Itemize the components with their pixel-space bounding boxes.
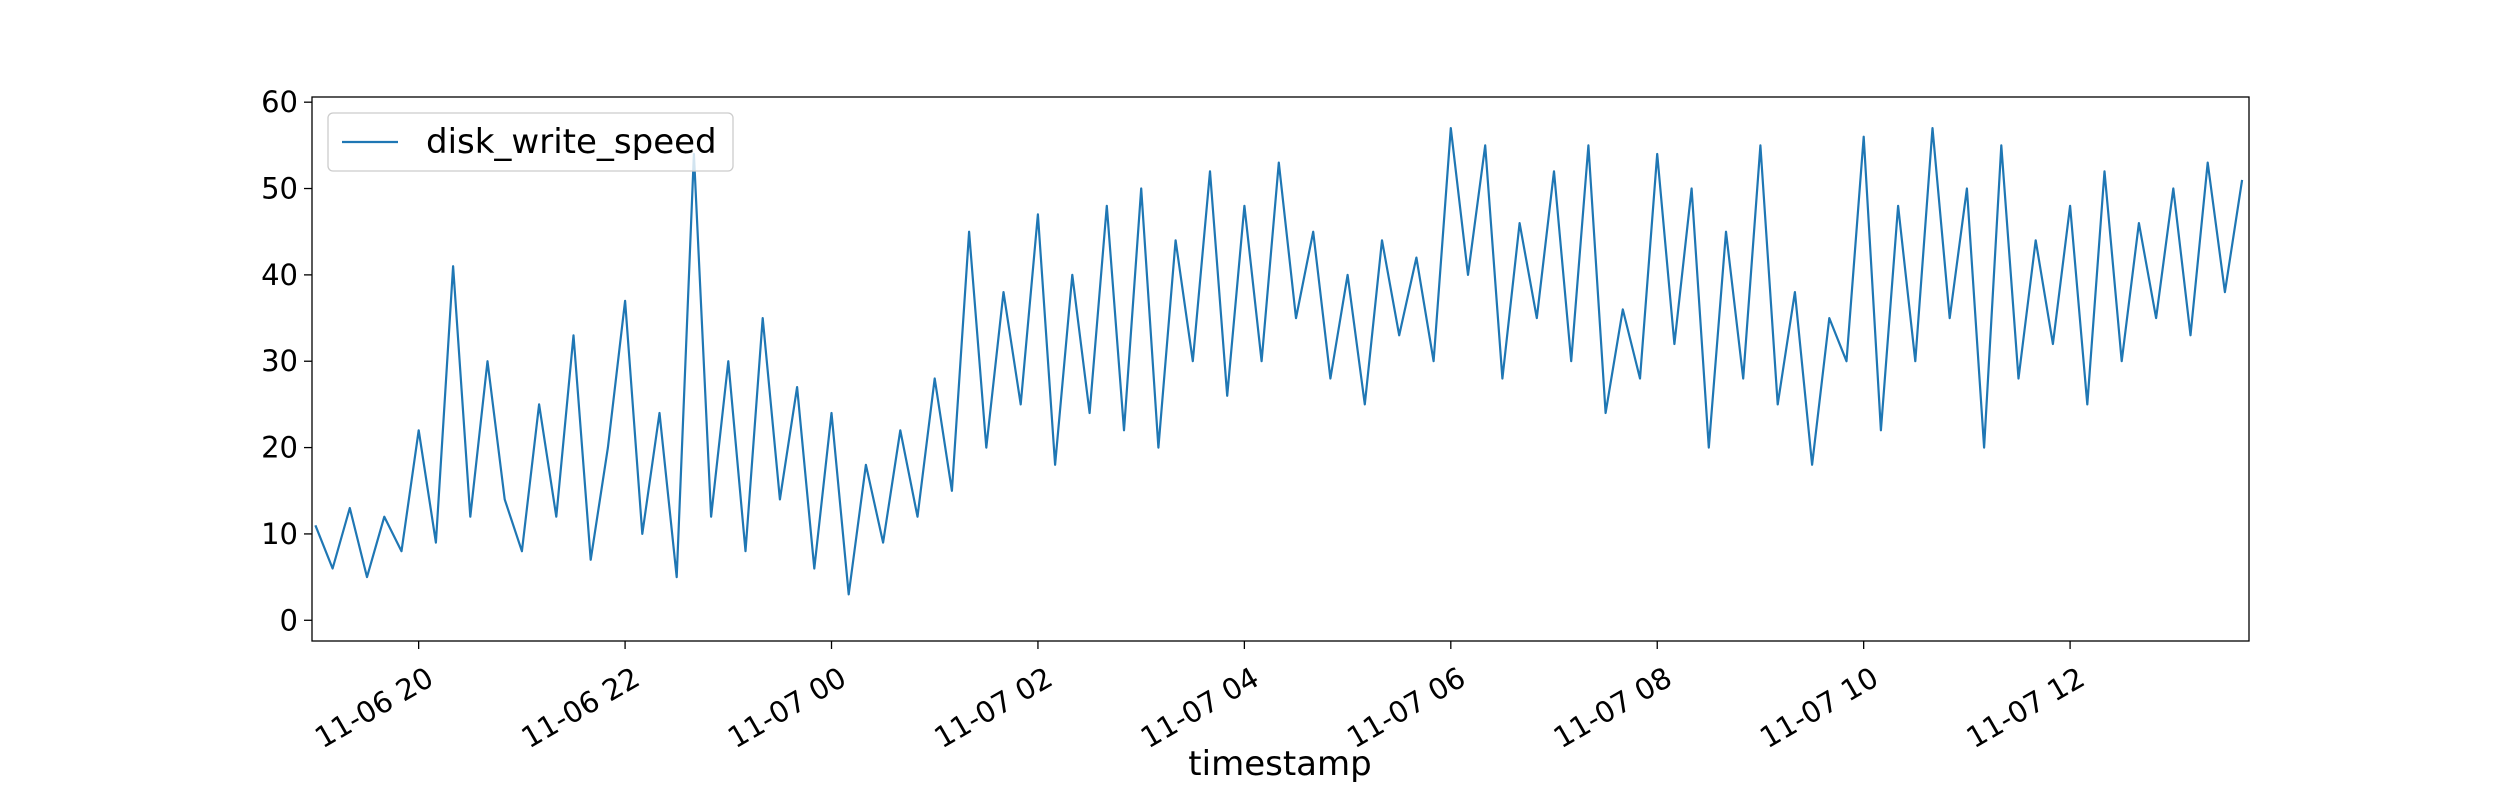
data-line <box>314 127 2244 596</box>
y-tick-label: 50 <box>261 172 298 206</box>
y-tick-label: 0 <box>280 603 298 637</box>
legend-label: disk_write_speed <box>426 122 717 162</box>
y-tick-label: 40 <box>261 258 298 292</box>
legend-box <box>327 112 734 172</box>
y-tick-label: 10 <box>261 517 298 551</box>
y-tick-label: 30 <box>261 344 298 378</box>
y-tick-label: 20 <box>261 431 298 465</box>
plot-frame <box>311 96 2250 642</box>
x-axis-label: timestamp <box>1188 744 1371 784</box>
y-tick-label: 60 <box>261 85 298 119</box>
